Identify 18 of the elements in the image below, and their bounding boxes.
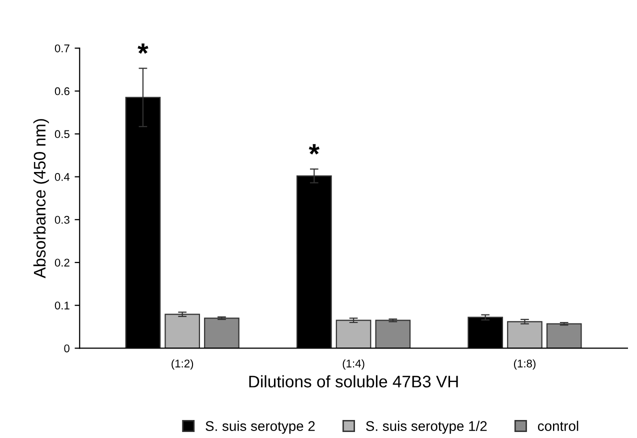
x-tick-label: (1:2) (172, 359, 194, 370)
legend-label: S. suis serotype 1/2 (366, 420, 487, 434)
y-tick-label: 0.4 (54, 173, 70, 181)
y-tick-label: 0.2 (54, 258, 70, 267)
y-axis-title: Absorbance (450 nm) (33, 119, 49, 278)
x-axis-title: Dilutions of soluble 47B3 VH (249, 375, 458, 388)
y-tick-label: 0.1 (54, 302, 70, 310)
y-tick-label: 0.5 (54, 130, 70, 138)
data-label: * (138, 43, 148, 54)
y-tick-label: 0 (64, 344, 70, 352)
y-tick-label: 0.3 (54, 216, 70, 224)
y-tick-label: 0.6 (54, 87, 70, 96)
x-tick-label: (1:8) (514, 359, 536, 370)
legend-label: S. suis serotype 2 (206, 420, 315, 434)
data-label: * (308, 144, 320, 155)
y-tick-label: 0.7 (54, 44, 70, 52)
x-tick-label: (1:4) (342, 359, 364, 370)
legend-label: control (538, 420, 578, 431)
